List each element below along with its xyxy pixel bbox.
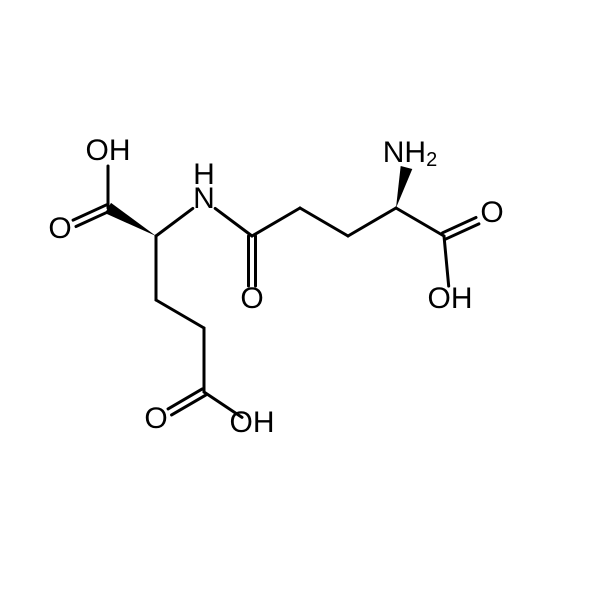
atom-label: NH2	[383, 136, 437, 171]
atom-label: OH	[428, 282, 473, 315]
atom-label: OH	[230, 406, 275, 439]
atom-label: OH	[86, 134, 131, 167]
atom-label: O	[144, 402, 167, 435]
atom-label: N	[193, 182, 215, 215]
atom-label: O	[48, 212, 71, 245]
atom-label: O	[240, 282, 263, 315]
atom-label: O	[480, 196, 503, 229]
molecule-diagram: OOHOOHHNONH2OOH	[0, 0, 600, 600]
